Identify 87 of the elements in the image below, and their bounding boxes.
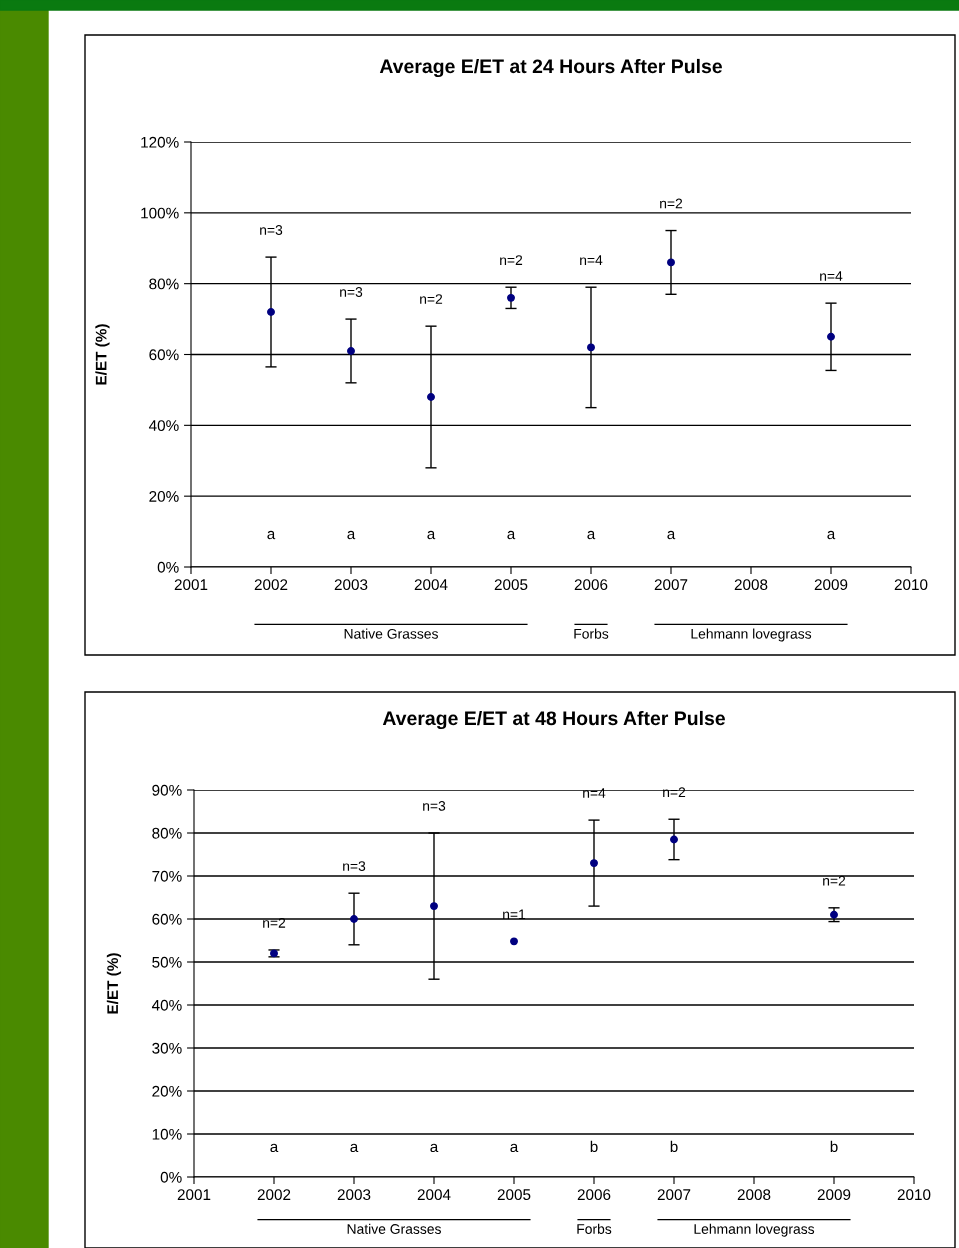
- x-tick-label: 2007: [654, 579, 688, 591]
- y-tick-label: 80%: [149, 278, 179, 290]
- point: [427, 393, 435, 401]
- point: [347, 347, 355, 355]
- text: Forbs: [577, 1223, 612, 1234]
- annotation: n=4: [583, 788, 606, 798]
- x-tick-label: 2006: [574, 579, 608, 591]
- annotation: a: [267, 530, 276, 540]
- annotation: n=3: [260, 225, 283, 235]
- y-tick-label: 120%: [141, 136, 179, 148]
- annotation: b: [590, 1140, 598, 1153]
- point: [350, 915, 358, 923]
- x-tick-label: 2009: [817, 1189, 851, 1201]
- annotation: n=3: [343, 861, 366, 872]
- annotation: n=1: [503, 909, 526, 920]
- y-tick-label: 70%: [152, 870, 182, 882]
- y-tick-label: 0%: [157, 561, 179, 573]
- point: [510, 937, 518, 946]
- annotation: a: [667, 530, 676, 540]
- text: Native Grasses: [344, 628, 438, 639]
- annotation: a: [587, 530, 596, 540]
- y-tick-label: 90%: [152, 784, 182, 796]
- x-tick-label: 2007: [657, 1189, 691, 1201]
- annotation: n=2: [660, 198, 683, 209]
- y-tick-label: 80%: [152, 827, 182, 839]
- point: [670, 835, 678, 844]
- x-tick-label: 2001: [174, 579, 208, 591]
- annotation: n=3: [423, 800, 446, 811]
- point: [830, 910, 838, 919]
- x-tick-label: 2004: [414, 579, 448, 591]
- annotation: a: [270, 1143, 279, 1153]
- x-tick-label: 2009: [814, 579, 848, 591]
- text: Lehmann lovegrass: [691, 628, 812, 642]
- y-axis-title: E/ET (%): [95, 324, 110, 385]
- y-tick-label: 40%: [151, 999, 182, 1011]
- y-tick-label: 50%: [152, 956, 182, 968]
- annotation: a: [507, 530, 516, 540]
- annotation: n=2: [500, 255, 523, 265]
- x-tick-label: 2008: [737, 1189, 771, 1201]
- y-tick-label: 20%: [152, 1085, 182, 1097]
- text: Native Grasses: [347, 1223, 441, 1234]
- point: [587, 343, 595, 352]
- point: [590, 859, 598, 868]
- y-tick-label: 10%: [152, 1128, 182, 1140]
- y-tick-label: 60%: [149, 349, 179, 361]
- point: [430, 902, 438, 911]
- y-tick-label: 60%: [152, 913, 182, 925]
- annotation: b: [670, 1140, 678, 1153]
- point: [667, 258, 675, 267]
- chart-title: Average E/ET at 48 Hours After Pulse: [382, 710, 725, 730]
- y-tick-label: 30%: [152, 1042, 182, 1054]
- x-tick-label: 2010: [894, 579, 928, 591]
- y-tick-label: 20%: [149, 491, 179, 502]
- annotation: n=2: [263, 917, 286, 928]
- x-tick-label: 2005: [497, 1189, 531, 1201]
- x-tick-label: 2003: [337, 1189, 371, 1201]
- point: [827, 332, 835, 341]
- point: [267, 308, 275, 316]
- annotation: n=2: [823, 875, 846, 886]
- text: Lehmann lovegrass: [694, 1223, 815, 1237]
- x-tick-label: 2005: [494, 579, 528, 591]
- x-tick-label: 2008: [734, 579, 768, 591]
- x-tick-label: 2002: [254, 579, 288, 591]
- annotation: a: [510, 1143, 519, 1153]
- annotation: a: [347, 530, 356, 540]
- x-tick-label: 2010: [897, 1189, 931, 1201]
- chart-title: Average E/ET at 24 Hours After Pulse: [379, 58, 722, 78]
- annotation: a: [427, 530, 436, 540]
- annotation: n=2: [420, 294, 443, 304]
- y-tick-label: 40%: [148, 420, 179, 432]
- annotation: b: [830, 1140, 838, 1153]
- x-tick-label: 2002: [257, 1189, 291, 1201]
- text: Forbs: [574, 628, 609, 639]
- x-tick-label: 2003: [334, 579, 368, 591]
- y-tick-label: 0%: [160, 1171, 182, 1183]
- y-axis-title: E/ET (%): [106, 953, 122, 1014]
- annotation: a: [350, 1143, 359, 1153]
- annotation: a: [827, 530, 836, 540]
- y-tick-label: 100%: [141, 207, 179, 219]
- point: [507, 293, 515, 302]
- annotation: n=4: [580, 255, 603, 265]
- annotation: n=4: [820, 271, 843, 281]
- annotation: n=3: [340, 287, 363, 297]
- x-tick-label: 2004: [417, 1189, 451, 1201]
- x-tick-label: 2001: [177, 1189, 211, 1201]
- x-tick-label: 2006: [577, 1189, 611, 1201]
- annotation: a: [430, 1143, 439, 1153]
